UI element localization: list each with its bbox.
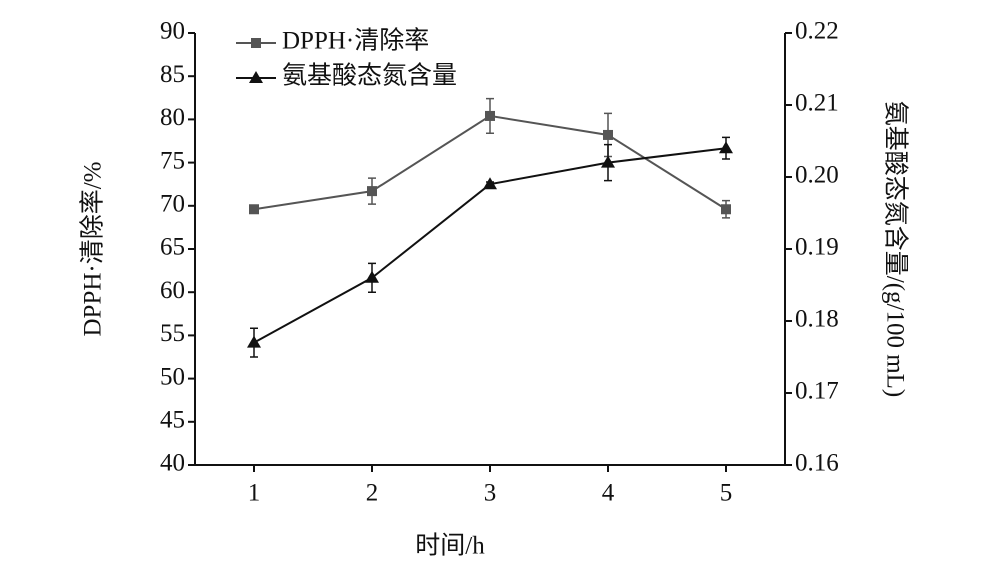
x-tick-label: 5 — [720, 480, 733, 507]
y-tick-label: 80 — [160, 104, 185, 131]
y2-tick-label: 0.18 — [795, 306, 839, 333]
axes — [194, 33, 786, 466]
marker — [249, 204, 259, 215]
y2-tick-label: 0.16 — [795, 450, 839, 477]
marker — [249, 71, 263, 83]
x-tick-label: 3 — [484, 480, 497, 507]
legend-label: 氨基酸态氮含量 — [282, 62, 457, 90]
x-axis-label: 时间/h — [415, 532, 485, 560]
y-tick-label: 65 — [160, 234, 185, 261]
marker — [719, 141, 733, 154]
y-tick-label: 60 — [160, 277, 185, 304]
y-tick-label: 40 — [160, 450, 185, 477]
x-tick-label: 2 — [366, 480, 379, 507]
marker — [601, 155, 615, 168]
marker — [247, 335, 261, 348]
y-tick-label: 90 — [160, 18, 185, 45]
y2-tick-label: 0.19 — [795, 234, 839, 261]
marker — [251, 38, 261, 48]
y-tick-label: 75 — [160, 147, 185, 174]
x-tick-label: 1 — [248, 480, 261, 507]
marker — [603, 129, 613, 140]
marker — [365, 270, 379, 283]
y2-axis-label: 氨基酸态氮含量/(g/100 mL) — [881, 101, 909, 398]
y2-tick-label: 0.17 — [795, 378, 839, 405]
y-axis-label: DPPH·清除率/% — [79, 161, 107, 336]
y2-tick-label: 0.21 — [795, 90, 839, 117]
y-tick-label: 70 — [160, 191, 185, 218]
legend-label: DPPH·清除率 — [282, 27, 429, 55]
y-tick-label: 50 — [160, 363, 185, 390]
marker — [483, 177, 497, 190]
marker — [367, 186, 377, 197]
y2-tick-label: 0.22 — [795, 18, 839, 45]
x-tick-label: 4 — [602, 480, 615, 507]
y2-tick-label: 0.20 — [795, 162, 839, 189]
marker — [721, 204, 731, 215]
marker — [485, 110, 495, 121]
y-tick-label: 85 — [160, 61, 185, 88]
y-tick-label: 45 — [160, 407, 185, 434]
y-tick-label: 55 — [160, 320, 185, 347]
